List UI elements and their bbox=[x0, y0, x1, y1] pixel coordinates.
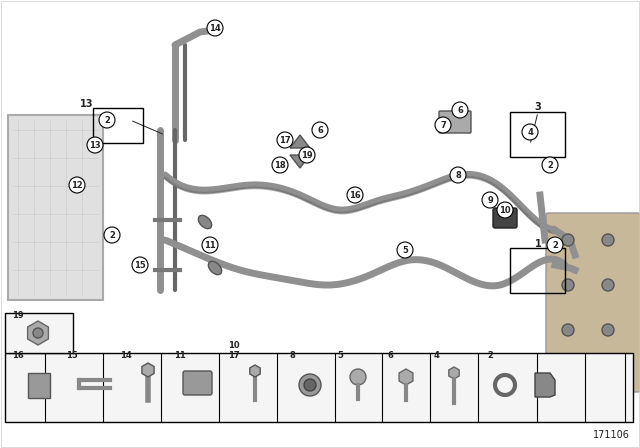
Circle shape bbox=[33, 328, 43, 338]
Text: 12: 12 bbox=[71, 181, 83, 190]
Text: 11: 11 bbox=[204, 241, 216, 250]
Text: 11: 11 bbox=[174, 351, 186, 360]
Text: 6: 6 bbox=[317, 125, 323, 134]
Circle shape bbox=[299, 147, 315, 163]
Text: 18: 18 bbox=[274, 160, 286, 169]
Text: 2: 2 bbox=[109, 231, 115, 240]
Text: 7: 7 bbox=[440, 121, 446, 129]
Polygon shape bbox=[535, 373, 555, 397]
Text: 6: 6 bbox=[457, 105, 463, 115]
Text: 2: 2 bbox=[552, 241, 558, 250]
Circle shape bbox=[202, 237, 218, 253]
Text: 3: 3 bbox=[534, 102, 541, 112]
Text: 9: 9 bbox=[487, 195, 493, 204]
Circle shape bbox=[347, 187, 363, 203]
Text: 19: 19 bbox=[301, 151, 313, 159]
Circle shape bbox=[350, 369, 366, 385]
Circle shape bbox=[602, 234, 614, 246]
Circle shape bbox=[562, 234, 574, 246]
Text: 15: 15 bbox=[66, 351, 78, 360]
Text: 10
17: 10 17 bbox=[228, 340, 240, 360]
Text: 171106: 171106 bbox=[593, 430, 630, 440]
Circle shape bbox=[482, 192, 498, 208]
Text: 14: 14 bbox=[120, 351, 132, 360]
Text: 2: 2 bbox=[104, 116, 110, 125]
Text: 13: 13 bbox=[89, 141, 101, 150]
Circle shape bbox=[304, 379, 316, 391]
Text: 17: 17 bbox=[279, 135, 291, 145]
Circle shape bbox=[542, 157, 558, 173]
Text: 6: 6 bbox=[387, 351, 393, 360]
Text: 8: 8 bbox=[289, 351, 295, 360]
FancyBboxPatch shape bbox=[493, 208, 517, 228]
Circle shape bbox=[397, 242, 413, 258]
Circle shape bbox=[99, 112, 115, 128]
Text: 8: 8 bbox=[455, 171, 461, 180]
Polygon shape bbox=[290, 155, 310, 168]
Circle shape bbox=[602, 279, 614, 291]
Bar bbox=[5, 353, 633, 422]
Circle shape bbox=[522, 124, 538, 140]
Circle shape bbox=[299, 374, 321, 396]
Ellipse shape bbox=[209, 261, 221, 275]
Text: 15: 15 bbox=[134, 260, 146, 270]
Circle shape bbox=[277, 132, 293, 148]
Circle shape bbox=[132, 257, 148, 273]
Text: 1: 1 bbox=[534, 239, 541, 249]
Circle shape bbox=[497, 202, 513, 218]
Circle shape bbox=[450, 167, 466, 183]
Ellipse shape bbox=[198, 215, 212, 228]
Circle shape bbox=[547, 237, 563, 253]
Circle shape bbox=[69, 177, 85, 193]
Text: 5: 5 bbox=[402, 246, 408, 254]
Text: 16: 16 bbox=[349, 190, 361, 199]
Circle shape bbox=[452, 102, 468, 118]
Text: 2: 2 bbox=[547, 160, 553, 169]
Bar bbox=[5, 313, 73, 353]
Circle shape bbox=[602, 324, 614, 336]
Circle shape bbox=[435, 117, 451, 133]
Circle shape bbox=[207, 20, 223, 36]
Text: 5: 5 bbox=[337, 351, 343, 360]
Circle shape bbox=[272, 157, 288, 173]
Text: 19: 19 bbox=[12, 311, 24, 320]
Text: 16: 16 bbox=[12, 351, 24, 360]
Text: 14: 14 bbox=[209, 23, 221, 33]
Text: 4: 4 bbox=[527, 128, 533, 137]
Circle shape bbox=[104, 227, 120, 243]
Polygon shape bbox=[290, 135, 310, 148]
Text: 10: 10 bbox=[499, 206, 511, 215]
Text: 2: 2 bbox=[487, 351, 493, 360]
Circle shape bbox=[87, 137, 103, 153]
FancyBboxPatch shape bbox=[546, 213, 640, 392]
FancyBboxPatch shape bbox=[183, 371, 212, 395]
Circle shape bbox=[562, 279, 574, 291]
Bar bbox=[28, 373, 50, 398]
Text: 13: 13 bbox=[80, 99, 93, 109]
Circle shape bbox=[312, 122, 328, 138]
Text: 4: 4 bbox=[434, 351, 440, 360]
FancyBboxPatch shape bbox=[439, 111, 471, 133]
Bar bbox=[8, 115, 103, 300]
Circle shape bbox=[562, 324, 574, 336]
